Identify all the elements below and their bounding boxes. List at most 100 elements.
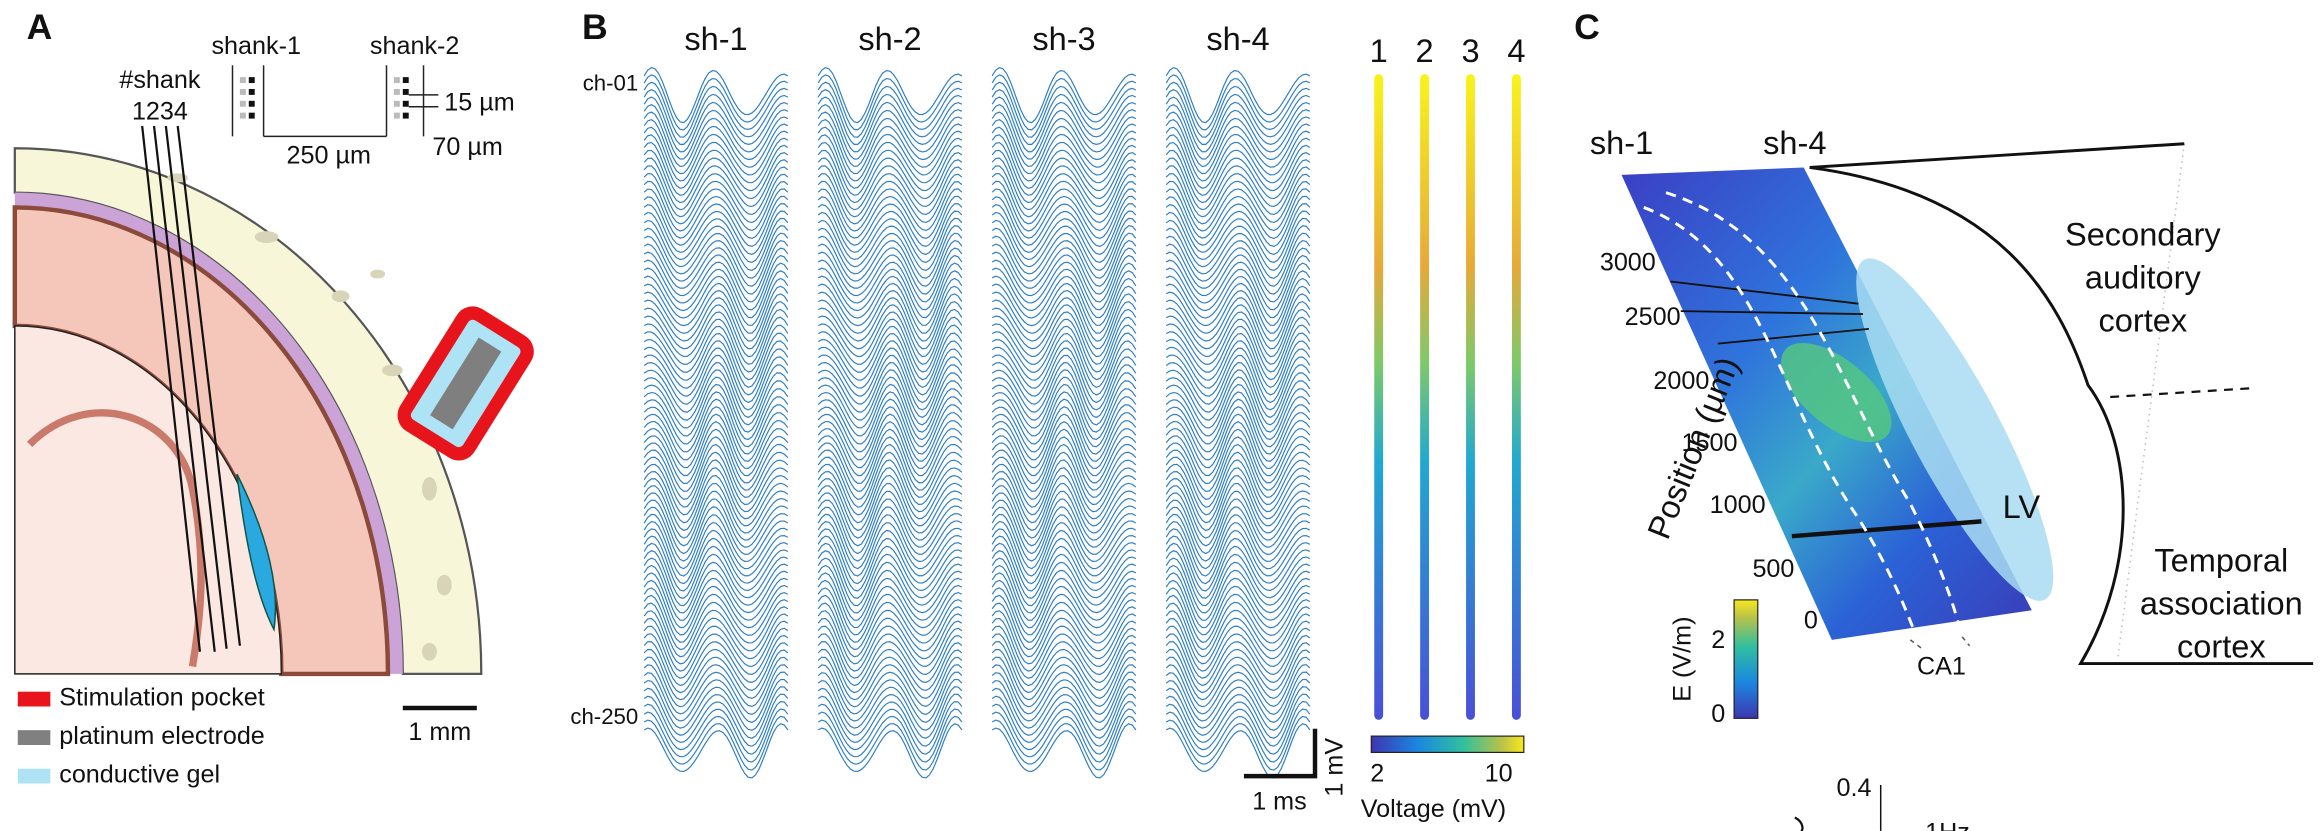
trace <box>1165 475 1311 532</box>
trace <box>1165 617 1311 672</box>
trace <box>991 340 1137 396</box>
trace <box>643 625 789 679</box>
trace <box>991 708 1137 763</box>
trace <box>991 173 1137 225</box>
trace <box>643 391 789 448</box>
trace <box>991 180 1137 232</box>
legend-label: conductive gel <box>59 761 220 789</box>
trace <box>817 535 963 592</box>
trace <box>643 173 789 225</box>
trace <box>817 277 963 334</box>
trace <box>643 451 789 508</box>
trace <box>991 362 1137 419</box>
trace <box>1165 210 1311 264</box>
trace <box>817 602 963 658</box>
position-tick: 500 <box>1752 555 1794 583</box>
trace <box>1165 535 1311 592</box>
trace <box>817 247 963 303</box>
trace <box>643 693 789 747</box>
region-label: auditory <box>2085 260 2202 296</box>
probe-bar <box>1511 74 1521 720</box>
trace <box>817 369 963 426</box>
trace <box>991 542 1137 599</box>
trace <box>991 285 1137 342</box>
region-boundary <box>2110 386 2254 399</box>
trace <box>1165 126 1311 182</box>
trace <box>1165 579 1311 636</box>
trace <box>643 362 789 419</box>
trace <box>991 225 1137 279</box>
probe-bar <box>1374 74 1384 720</box>
trace <box>817 587 963 643</box>
trace <box>991 111 1137 168</box>
trace <box>643 376 789 433</box>
trace <box>643 535 789 592</box>
trace <box>1165 671 1311 723</box>
trace <box>1165 398 1311 455</box>
trace <box>991 482 1137 539</box>
probe-label: 1 <box>1370 33 1388 69</box>
colorbar-tick: 0 <box>1711 700 1725 728</box>
trace <box>1165 285 1311 342</box>
panel-label: B <box>582 7 608 47</box>
spacing-label: 250 µm <box>287 142 371 170</box>
trace <box>817 81 963 138</box>
channel-label: ch-250 <box>570 704 638 729</box>
trace <box>643 686 789 739</box>
trace <box>817 708 963 763</box>
trace <box>643 641 789 694</box>
trace <box>1165 542 1311 599</box>
trace <box>817 594 963 651</box>
trace <box>817 332 963 389</box>
trace <box>643 293 789 350</box>
trace <box>1165 347 1311 404</box>
trace <box>817 96 963 153</box>
shank-title: sh-3 <box>1032 21 1095 57</box>
trace <box>817 617 963 672</box>
trace <box>643 232 789 287</box>
trace <box>991 506 1137 562</box>
panel-label: C <box>1574 7 1600 47</box>
trace <box>817 572 963 629</box>
trace <box>1165 443 1311 500</box>
trace <box>817 648 963 701</box>
trace <box>1165 270 1311 326</box>
position-tick: 2000 <box>1653 367 1709 395</box>
position-tick: 1000 <box>1710 491 1766 519</box>
panel-a: A #shank 1234 shank-1 shank-2 <box>12 7 534 789</box>
scale-bar-label: 1 mV <box>1320 738 1348 797</box>
trace <box>643 594 789 651</box>
trace <box>1165 594 1311 651</box>
trace <box>1165 391 1311 448</box>
trace <box>817 347 963 404</box>
trace <box>1165 74 1311 131</box>
trace <box>1165 564 1311 621</box>
trace <box>991 369 1137 426</box>
legend-swatch <box>17 730 51 745</box>
region-label: Secondary <box>2065 217 2221 253</box>
trace <box>643 195 789 248</box>
probe-bar <box>1466 74 1475 720</box>
trace <box>643 421 789 477</box>
position-tick: 1500 <box>1682 429 1738 457</box>
trace <box>991 594 1137 651</box>
trace <box>817 217 963 272</box>
trace <box>1165 723 1311 779</box>
shank-title: sh-2 <box>858 21 921 57</box>
hippocampus <box>27 409 205 668</box>
trace <box>817 203 963 256</box>
trace <box>1165 165 1311 218</box>
trace <box>991 217 1137 272</box>
trace <box>991 671 1137 723</box>
trace <box>1165 180 1311 232</box>
legend: Stimulation pocket platinum electrode cond… <box>17 684 265 789</box>
trace <box>991 96 1137 153</box>
trace <box>991 700 1137 755</box>
trace <box>1165 482 1311 539</box>
axis-tick: 0.4 <box>1837 774 1872 802</box>
trace <box>817 383 963 441</box>
trace <box>991 126 1137 182</box>
trace <box>643 671 789 723</box>
